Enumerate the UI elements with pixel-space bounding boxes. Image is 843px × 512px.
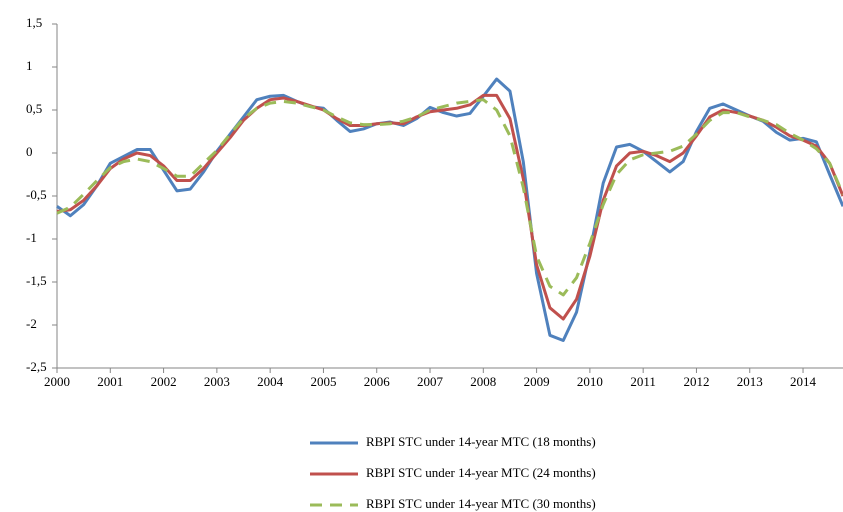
x-tick-label: 2002 — [151, 374, 177, 389]
x-tick-label: 2011 — [630, 374, 656, 389]
y-tick-label: 0 — [26, 144, 33, 159]
x-tick-label: 2009 — [524, 374, 550, 389]
x-tick-label: 2007 — [417, 374, 444, 389]
x-tick-label: 2004 — [257, 374, 284, 389]
y-tick-label: -2 — [26, 316, 37, 331]
x-tick-label: 2014 — [790, 374, 817, 389]
series-line — [56, 93, 843, 321]
x-tick-label: 2003 — [204, 374, 230, 389]
x-tick-label: 2000 — [44, 374, 70, 389]
x-tick-label: 2013 — [737, 374, 763, 389]
series-line — [56, 77, 843, 342]
legend-label: RBPI STC under 14-year MTC (18 months) — [366, 434, 596, 449]
legend-label: RBPI STC under 14-year MTC (30 months) — [366, 496, 596, 511]
x-tick-label: 2008 — [470, 374, 496, 389]
x-tick-label: 2012 — [683, 374, 709, 389]
y-tick-label: -1,5 — [26, 273, 47, 288]
x-tick-label: 2005 — [310, 374, 336, 389]
y-tick-label: -0,5 — [26, 187, 47, 202]
y-tick-label: 1,5 — [26, 15, 42, 30]
x-tick-label: 2006 — [364, 374, 391, 389]
series-line — [56, 98, 843, 297]
legend-label: RBPI STC under 14-year MTC (24 months) — [366, 465, 596, 480]
y-tick-label: -2,5 — [26, 359, 47, 374]
y-tick-label: 0,5 — [26, 101, 42, 116]
x-tick-label: 2001 — [97, 374, 123, 389]
y-tick-label: -1 — [26, 230, 37, 245]
x-tick-label: 2010 — [577, 374, 603, 389]
y-tick-label: 1 — [26, 58, 33, 73]
